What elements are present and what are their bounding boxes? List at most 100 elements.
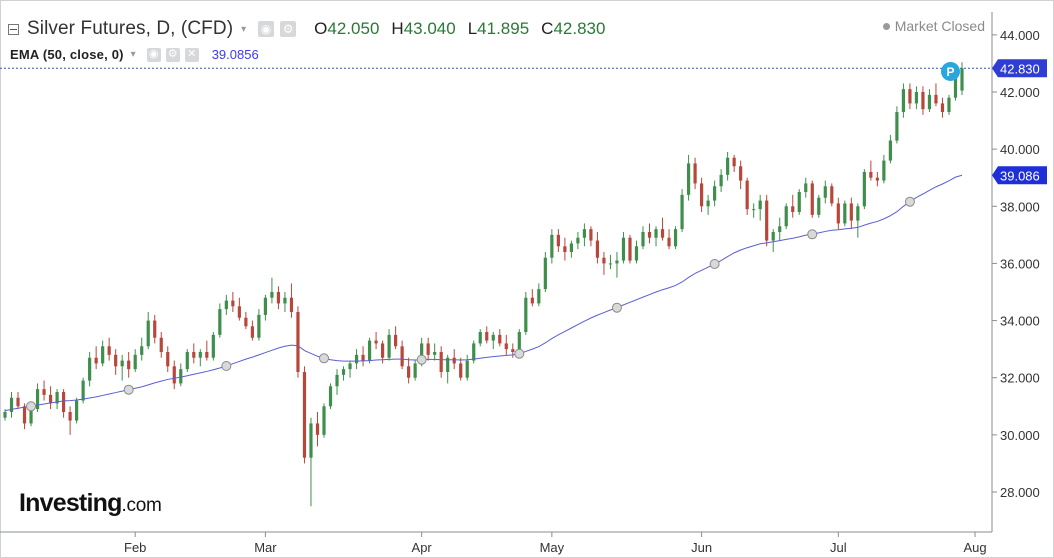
candle-body xyxy=(133,354,137,370)
candle-body xyxy=(61,392,66,412)
candle-body xyxy=(576,237,580,244)
ema-marker xyxy=(416,354,427,365)
candle-body xyxy=(94,357,98,364)
ema-label[interactable]: EMA (50, close, 0) xyxy=(10,47,124,62)
gear-icon[interactable]: ⚙ xyxy=(280,21,297,37)
candle-body xyxy=(660,229,665,238)
candle-body xyxy=(367,340,372,361)
candle-body xyxy=(680,194,684,230)
candle-body xyxy=(81,380,85,401)
candle-body xyxy=(615,260,619,264)
candle-body xyxy=(439,352,443,372)
candle-body xyxy=(127,360,131,370)
candle-body xyxy=(354,354,359,364)
candle-body xyxy=(908,89,912,104)
candle-body xyxy=(797,192,801,212)
x-tick-label: May xyxy=(540,540,565,555)
candle-body xyxy=(42,389,46,395)
candle-body xyxy=(22,406,27,424)
candle-body xyxy=(309,423,313,458)
candle-body xyxy=(387,334,391,358)
chevron-down-icon[interactable]: ▾ xyxy=(241,23,247,35)
eye-icon[interactable]: ◉ xyxy=(258,21,275,37)
candle-body xyxy=(628,237,632,261)
ohlc-high: H43.040 xyxy=(391,19,456,38)
candle-body xyxy=(713,186,717,201)
candle-body xyxy=(491,334,495,341)
x-tick-label: Jul xyxy=(830,540,847,555)
candle-body xyxy=(673,229,678,247)
y-tick-label: 36.000 xyxy=(1000,256,1040,271)
gear-icon[interactable]: ⚙ xyxy=(165,47,180,62)
candle-body xyxy=(374,340,378,344)
candle-body xyxy=(153,320,157,338)
candle-body xyxy=(778,226,782,232)
ohlc-close: C42.830 xyxy=(541,19,606,38)
candle-body xyxy=(699,183,704,207)
candle-body xyxy=(804,183,808,192)
candle-body xyxy=(706,200,710,207)
candle-body xyxy=(732,157,736,167)
price-tag: 42.830 xyxy=(1000,61,1040,76)
ema-marker xyxy=(709,259,720,269)
candle-body xyxy=(9,397,14,412)
candle-body xyxy=(556,234,560,247)
y-tick-label: 32.000 xyxy=(1000,371,1040,386)
investing-logo[interactable]: Investing .com xyxy=(19,489,162,518)
chevron-down-icon[interactable]: ▾ xyxy=(130,49,136,60)
candle-body xyxy=(75,400,79,421)
candle-body xyxy=(921,92,925,110)
candle-body xyxy=(302,372,307,458)
market-status-label: Market Closed xyxy=(894,18,985,34)
candle-body xyxy=(647,232,652,238)
candle-body xyxy=(667,237,671,247)
candle-body xyxy=(224,300,228,310)
candle-body xyxy=(322,406,326,435)
ema-marker xyxy=(807,229,818,240)
candle-body xyxy=(569,243,573,252)
candle-body xyxy=(328,386,333,407)
candle-body xyxy=(641,232,645,247)
candle-body xyxy=(88,357,92,381)
candle-body xyxy=(537,289,541,304)
candle-body xyxy=(608,263,613,265)
candle-body xyxy=(231,300,235,307)
instrument-title[interactable]: Silver Futures, D, (CFD) xyxy=(27,18,234,39)
candle-body xyxy=(433,352,437,355)
candle-body xyxy=(485,332,489,341)
ema-marker xyxy=(221,361,232,371)
ema-marker xyxy=(26,401,37,412)
candle-body xyxy=(380,343,385,358)
y-tick-label: 28.000 xyxy=(1000,485,1040,500)
candle-body xyxy=(693,163,697,184)
candle-body xyxy=(888,140,892,161)
candle-body xyxy=(452,357,456,364)
candle-body xyxy=(940,103,945,112)
candle-body xyxy=(172,366,176,384)
candle-body xyxy=(960,68,964,91)
candle-body xyxy=(530,297,534,304)
candle-body xyxy=(478,332,482,344)
close-icon[interactable]: ✕ xyxy=(184,47,199,62)
candle-body xyxy=(745,180,749,210)
candle-body xyxy=(914,92,919,104)
candle-body xyxy=(563,246,567,252)
eye-icon[interactable]: ◉ xyxy=(146,47,161,62)
candle-body xyxy=(459,363,463,378)
candle-body xyxy=(159,337,163,352)
candle-body xyxy=(836,203,840,224)
y-tick-label: 38.000 xyxy=(1000,199,1040,214)
candle-body xyxy=(504,343,508,350)
collapse-icon[interactable] xyxy=(8,23,19,35)
x-tick-label: Apr xyxy=(412,540,433,555)
candle-body xyxy=(901,89,906,112)
candle-body xyxy=(472,343,476,361)
candle-body xyxy=(823,186,827,198)
p-badge[interactable]: P xyxy=(941,62,960,81)
ema-marker xyxy=(904,196,915,207)
candle-body xyxy=(120,360,124,367)
ema-marker xyxy=(319,353,329,364)
x-tick-label: Jun xyxy=(691,540,712,555)
market-status: Market Closed xyxy=(882,18,985,34)
